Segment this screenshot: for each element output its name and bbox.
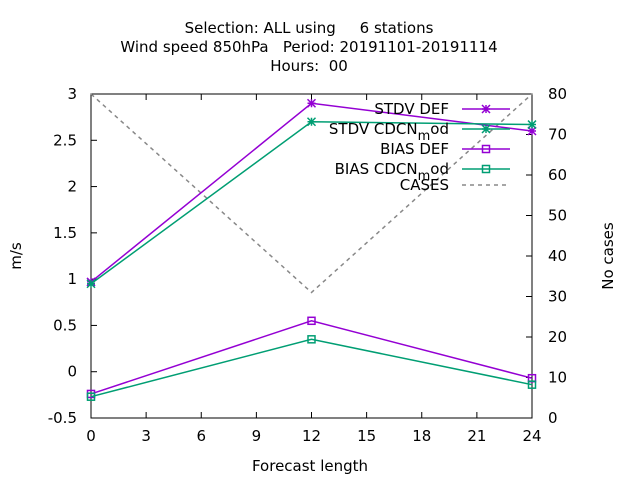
x-tick-label: 3 xyxy=(141,427,151,445)
x-tick-label: 0 xyxy=(86,427,96,445)
x-tick-label: 9 xyxy=(252,427,262,445)
y2-tick-label: 50 xyxy=(548,207,567,225)
series-line-bias-def xyxy=(90,320,533,395)
legend-entry-cases: CASES xyxy=(400,176,510,194)
series-bias-cdcn-mod xyxy=(86,335,537,401)
y-tick-label: 0.5 xyxy=(53,316,77,334)
title-line-3: Hours: 00 xyxy=(270,57,348,75)
legend-entry-stdv-def: STDV DEF xyxy=(374,100,510,118)
y-tick-label: 1.5 xyxy=(53,224,77,242)
y-tick-label: 3 xyxy=(67,85,77,103)
data-point-stdv-cdcn-mod xyxy=(527,120,537,130)
plot-frame xyxy=(90,93,533,419)
data-point-bias-cdcn-mod xyxy=(527,380,537,389)
series-line-stdv-cdcn-mod xyxy=(90,121,533,285)
series-line-cases xyxy=(90,93,533,294)
y2-tick-label: 10 xyxy=(548,369,567,387)
series-line-stdv-def xyxy=(90,102,533,283)
series-stdv-def xyxy=(86,98,537,287)
y2-tick-label: 20 xyxy=(548,328,567,346)
legend-marker xyxy=(481,104,491,114)
legend-marker xyxy=(481,144,491,154)
data-point-bias-cdcn-mod xyxy=(86,392,96,401)
y-axis-ticks: -0.5 0 0.5 1 1.5 2 2.5 3 xyxy=(48,85,97,427)
x-axis-ticks: 0 3 6 9 12 15 18 21 24 xyxy=(86,94,542,445)
x-tick-label: 18 xyxy=(412,427,431,445)
y-tick-label: 1 xyxy=(67,270,77,288)
data-point-stdv-cdcn-mod xyxy=(306,117,317,127)
chart-title: Selection: ALL using 6 stations Wind spe… xyxy=(120,19,497,75)
title-line-2: Wind speed 850hPa Period: 20191101-20191… xyxy=(120,38,497,56)
y2-tick-label: 0 xyxy=(548,409,558,427)
y-tick-label: 0 xyxy=(67,363,77,381)
y2-tick-label: 80 xyxy=(548,85,567,103)
legend-entry-stdv-cdcn-mod: STDV CDCNmod xyxy=(329,120,510,144)
legend-marker xyxy=(481,124,491,134)
series-stdv-cdcn-mod xyxy=(86,117,537,289)
data-point-stdv-def xyxy=(527,126,537,136)
y2-axis-ticks: 0 10 20 30 40 50 60 70 80 xyxy=(526,85,567,427)
series-layer xyxy=(86,93,537,401)
data-point-stdv-cdcn-mod xyxy=(86,279,96,289)
series-line-bias-cdcn-mod xyxy=(90,338,533,398)
legend-marker xyxy=(481,164,491,174)
y-axis-label: m/s xyxy=(7,242,25,270)
x-tick-label: 6 xyxy=(196,427,206,445)
y-tick-label: -0.5 xyxy=(48,409,77,427)
x-tick-label: 21 xyxy=(467,427,486,445)
data-point-bias-cdcn-mod xyxy=(307,335,316,344)
data-point-stdv-def xyxy=(306,98,317,108)
legend-label: STDV CDCNmod xyxy=(329,120,449,144)
y2-tick-label: 30 xyxy=(548,288,567,306)
y2-axis-label: No cases xyxy=(599,222,617,290)
legend-label: BIAS CDCNmod xyxy=(335,160,449,184)
series-bias-def xyxy=(86,316,537,399)
y2-tick-label: 60 xyxy=(548,166,567,184)
x-axis-label: Forecast length xyxy=(252,457,368,475)
title-line-1: Selection: ALL using 6 stations xyxy=(185,19,434,37)
y-tick-label: 2.5 xyxy=(53,131,77,149)
data-point-bias-def xyxy=(307,316,316,326)
legend-label: STDV DEF xyxy=(374,100,449,118)
y2-tick-label: 70 xyxy=(548,126,567,144)
y-tick-label: 2 xyxy=(67,178,77,196)
legend-entry-bias-def: BIAS DEF xyxy=(380,140,510,158)
series-cases xyxy=(90,93,533,294)
y2-tick-label: 40 xyxy=(548,247,567,265)
x-tick-label: 15 xyxy=(357,427,376,445)
legend-entry-bias-cdcn-mod: BIAS CDCNmod xyxy=(335,160,510,184)
x-tick-label: 24 xyxy=(522,427,541,445)
x-tick-label: 12 xyxy=(302,427,321,445)
legend-label: CASES xyxy=(400,176,449,194)
legend-label: BIAS DEF xyxy=(380,140,449,158)
